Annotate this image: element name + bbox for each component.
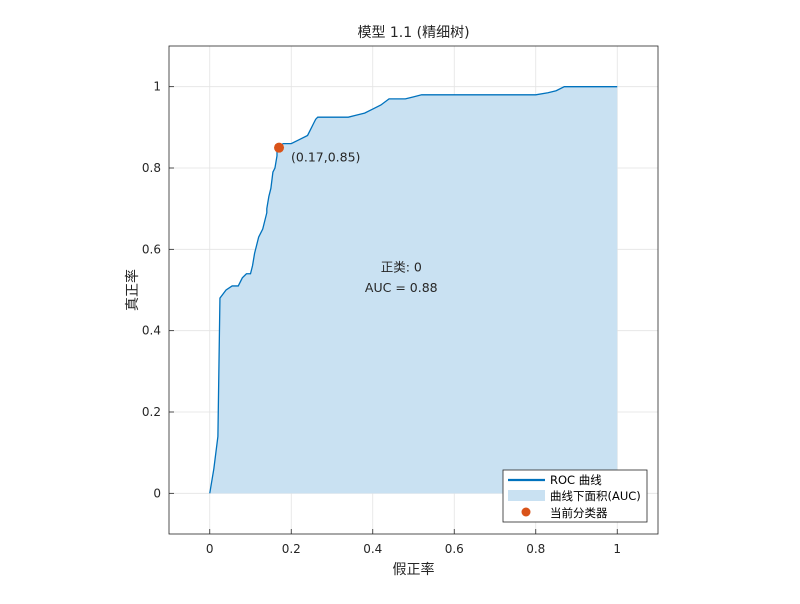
legend-roc-label: ROC 曲线 xyxy=(550,473,602,487)
y-tick-label: 0.8 xyxy=(142,161,161,175)
x-axis-label: 假正率 xyxy=(393,561,435,578)
x-tick-label: 0.2 xyxy=(282,542,301,556)
auc-area xyxy=(209,86,618,494)
x-tick-label: 0.6 xyxy=(445,542,464,556)
y-tick-label: 0 xyxy=(153,486,161,500)
x-tick-label: 0.4 xyxy=(363,542,382,556)
axes-frame xyxy=(168,45,659,535)
current-classifier-point xyxy=(274,142,285,153)
x-tick-label: 1 xyxy=(613,542,621,556)
x-tick-label: 0 xyxy=(206,542,214,556)
y-tick-label: 0.4 xyxy=(142,324,161,338)
current-classifier-label: (0.17,0.85) xyxy=(291,150,360,165)
legend-auc-swatch xyxy=(508,490,545,501)
chart-title: 模型 1.1 (精细树) xyxy=(357,25,469,41)
y-axis-label: 真正率 xyxy=(124,269,141,311)
legend-current-label: 当前分类器 xyxy=(550,506,608,520)
y-ticks: 0 0.2 0.4 0.6 0.8 1 xyxy=(142,80,174,500)
legend: ROC 曲线 曲线下面积(AUC) 当前分类器 xyxy=(502,469,648,523)
auc-annotation: AUC = 0.88 xyxy=(365,280,438,295)
x-ticks: 0 0.2 0.4 0.6 0.8 1 xyxy=(206,529,621,556)
positive-class-annotation: 正类: 0 xyxy=(381,260,422,275)
legend-auc-label: 曲线下面积(AUC) xyxy=(550,489,641,503)
y-tick-label: 0.2 xyxy=(142,405,161,419)
legend-current-swatch xyxy=(521,507,531,517)
roc-curve-line xyxy=(209,86,618,494)
x-tick-label: 0.8 xyxy=(526,542,545,556)
y-tick-label: 1 xyxy=(153,80,161,94)
y-tick-label: 0.6 xyxy=(142,242,161,256)
